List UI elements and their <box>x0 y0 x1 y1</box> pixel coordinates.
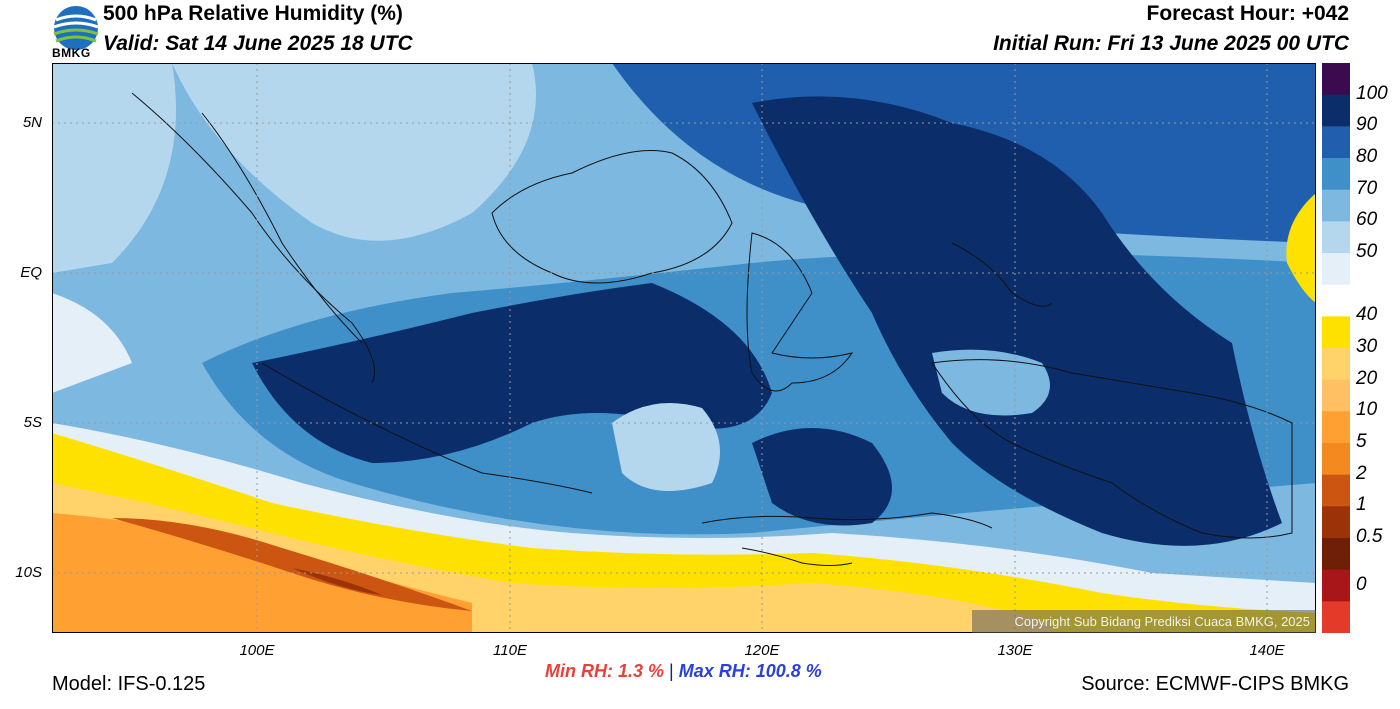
initial-run: Initial Run: Fri 13 June 2025 00 UTC <box>993 32 1349 55</box>
lon-label-110e: 110E <box>493 642 527 659</box>
forecast-hour: Forecast Hour: +042 <box>1146 2 1350 25</box>
colorbar-label: 40 <box>1356 304 1378 326</box>
colorbar-label: 10 <box>1356 399 1378 421</box>
colorbar-label: 0 <box>1356 573 1367 595</box>
colorbar-label: 30 <box>1356 336 1378 357</box>
colorbar-segment <box>1322 411 1350 444</box>
colorbar-segment <box>1322 474 1350 507</box>
colorbar-segment <box>1322 284 1350 317</box>
copyright-notice: Copyright Sub Bidang Prediksi Cuaca BMKG… <box>972 610 1316 633</box>
colorbar-label: 80 <box>1356 146 1378 167</box>
colorbar-segment <box>1322 601 1350 633</box>
colorbar-segment <box>1322 253 1350 286</box>
colorbar-label: 2 <box>1356 462 1367 484</box>
colorbar-label: 20 <box>1356 367 1378 389</box>
colorbar-segment <box>1322 221 1350 254</box>
max-rh: Max RH: 100.8 % <box>678 661 822 681</box>
lon-label-100e: 100E <box>239 642 275 659</box>
lon-label-140e: 140E <box>1249 642 1285 659</box>
lat-label-10s: 10S <box>15 564 42 581</box>
lon-label-130e: 130E <box>997 642 1033 659</box>
bmkg-logo <box>53 6 99 50</box>
colorbar-label: 60 <box>1356 209 1378 231</box>
min-rh: Min RH: 1.3 % <box>545 661 665 681</box>
colorbar-segment <box>1322 94 1350 127</box>
colorbar-segment <box>1322 189 1350 222</box>
colorbar-label: 100 <box>1356 82 1388 104</box>
colorbar-segment <box>1322 126 1350 159</box>
colorbar-label: 1 <box>1356 494 1367 516</box>
colorbar-segment <box>1322 158 1350 191</box>
lat-label-5s: 5S <box>23 414 42 431</box>
source-info: Source: ECMWF-CIPS BMKG <box>1081 673 1349 695</box>
model-info: Model: IFS-0.125 <box>52 673 206 695</box>
map-title: 500 hPa Relative Humidity (%) <box>103 2 403 25</box>
colorbar-label: 50 <box>1356 241 1378 262</box>
lat-label-5n: 5N <box>22 114 42 131</box>
lat-label-eq: EQ <box>20 264 42 281</box>
colorbar-segment <box>1322 443 1350 476</box>
colorbar-label: 70 <box>1356 177 1378 199</box>
stats-separator: | <box>669 661 674 681</box>
lon-label-120e: 120E <box>744 642 780 659</box>
colorbar-label: 90 <box>1356 114 1378 136</box>
colorbar-segment <box>1322 506 1350 539</box>
colorbar-segment <box>1322 316 1350 349</box>
valid-time: Valid: Sat 14 June 2025 18 UTC <box>103 32 413 55</box>
colorbar-segment <box>1322 569 1350 602</box>
rh-stats: Min RH: 1.3 % | Max RH: 100.8 % <box>545 661 822 682</box>
colorbar-label: 0.5 <box>1356 526 1383 547</box>
logo-text: BMKG <box>52 46 91 60</box>
colorbar-segment <box>1322 348 1350 381</box>
colorbar-segment <box>1322 538 1350 571</box>
colorbar <box>1322 63 1350 633</box>
colorbar-label: 5 <box>1356 431 1367 452</box>
colorbar-segment <box>1322 379 1350 412</box>
colorbar-segment <box>1322 63 1350 96</box>
humidity-map <box>52 63 1316 633</box>
